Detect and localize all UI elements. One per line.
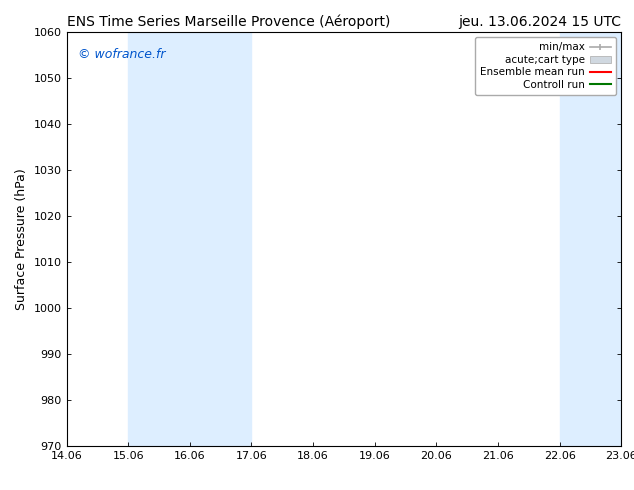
Text: ENS Time Series Marseille Provence (Aéroport): ENS Time Series Marseille Provence (Aéro… [67,15,390,29]
Text: jeu. 13.06.2024 15 UTC: jeu. 13.06.2024 15 UTC [458,15,621,29]
Legend: min/max, acute;cart type, Ensemble mean run, Controll run: min/max, acute;cart type, Ensemble mean … [475,37,616,95]
Bar [128,32,252,446]
Text: © wofrance.fr: © wofrance.fr [77,49,165,61]
Y-axis label: Surface Pressure (hPa): Surface Pressure (hPa) [15,168,28,310]
Bar [560,32,628,446]
